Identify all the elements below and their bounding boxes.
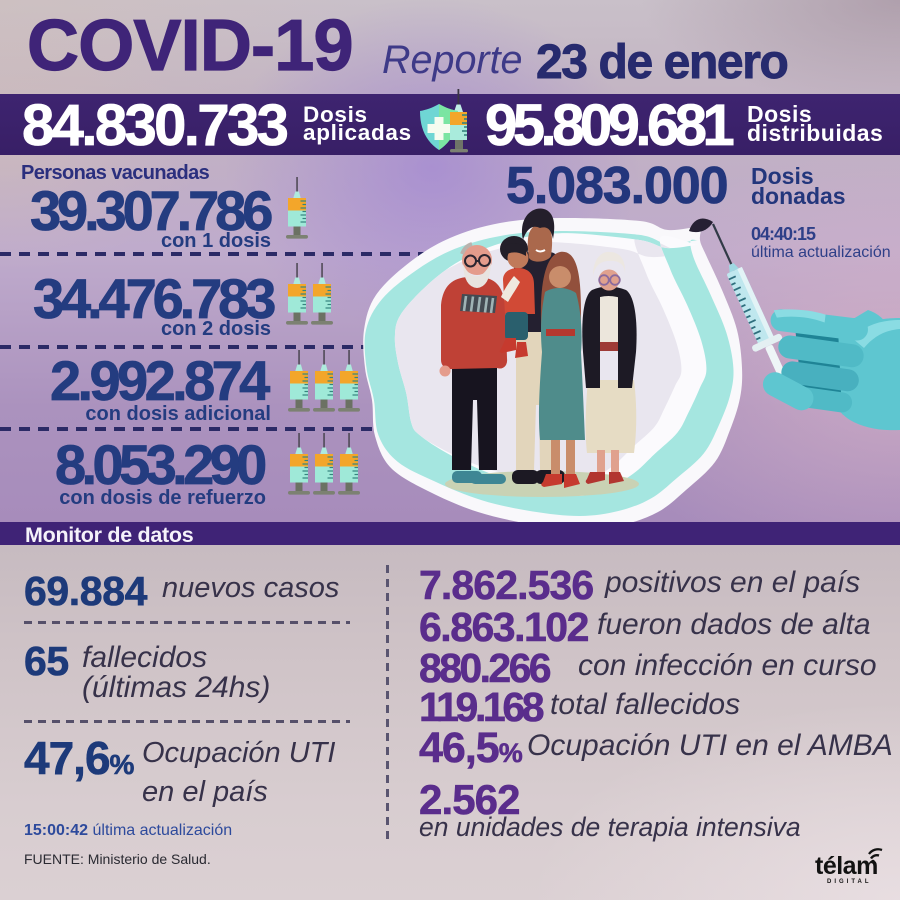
svg-text:DIGITAL: DIGITAL (827, 879, 872, 885)
svg-text:télam: télam (815, 852, 878, 880)
